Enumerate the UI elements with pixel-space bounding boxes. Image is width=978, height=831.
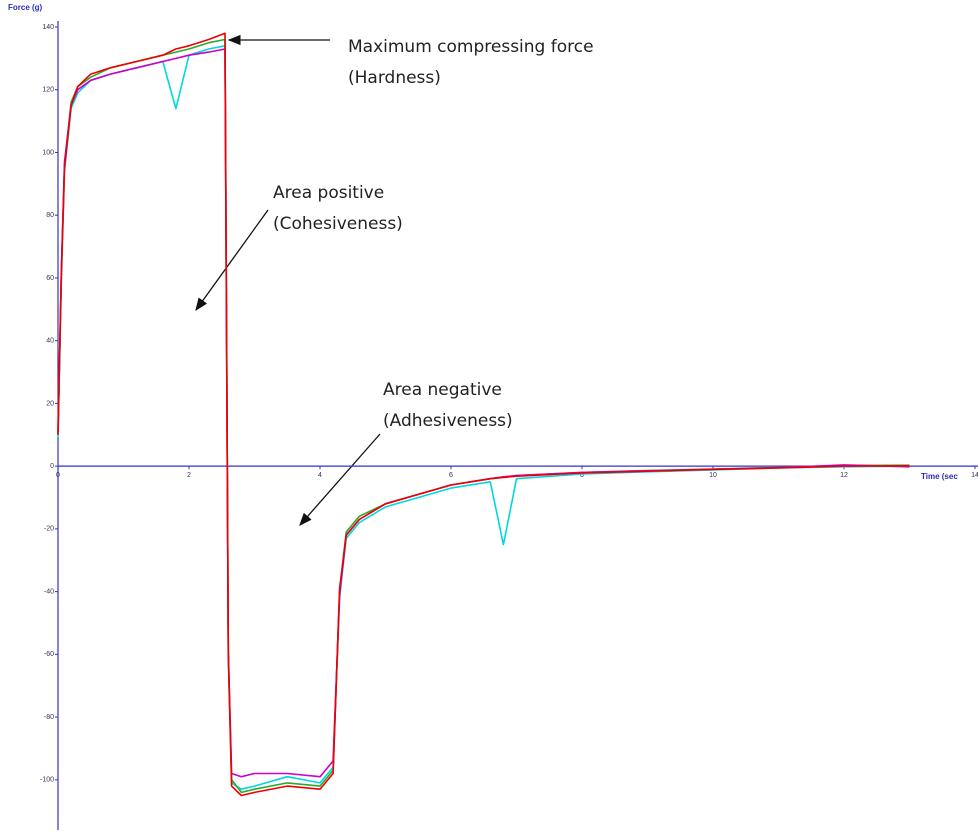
y-tick-label: 100 (42, 149, 54, 156)
y-tick-label: 20 (46, 400, 54, 407)
y-tick-label: -60 (44, 651, 54, 658)
x-tick-label: 12 (840, 472, 848, 479)
x-tick-label: 10 (709, 472, 717, 479)
x-tick-label: 4 (318, 472, 322, 479)
arrow (299, 433, 381, 526)
y-tick-label: 120 (42, 87, 54, 94)
y-tick-label: 80 (46, 212, 54, 219)
y-tick-label: -80 (44, 714, 54, 721)
x-tick-label: 6 (449, 472, 453, 479)
y-tick-label: 140 (42, 24, 54, 31)
y-tick-label: -40 (44, 588, 54, 595)
annotation: (Hardness) (348, 68, 441, 88)
x-axis-title: Time (sec (921, 472, 958, 481)
annotation: Area negative (383, 380, 502, 400)
y-tick-label: -20 (44, 526, 54, 533)
x-tick-label: 14 (971, 472, 978, 479)
annotation: (Adhesiveness) (383, 411, 513, 431)
x-tick-label: 0 (56, 472, 60, 479)
data-line (57, 32, 910, 797)
annotation: Maximum compressing force (348, 37, 594, 57)
y-tick-label: 60 (46, 275, 54, 282)
arrow (195, 209, 269, 312)
annotation: (Cohesiveness) (273, 214, 403, 234)
y-tick-label: -100 (40, 777, 54, 784)
y-tick-label: 40 (46, 338, 54, 345)
x-tick-label: 2 (187, 472, 191, 479)
y-tick-label: 0 (50, 463, 54, 470)
annotation: Area positive (273, 183, 384, 203)
x-tick-label: 8 (580, 472, 584, 479)
y-axis-title: Force (g) (8, 3, 43, 12)
